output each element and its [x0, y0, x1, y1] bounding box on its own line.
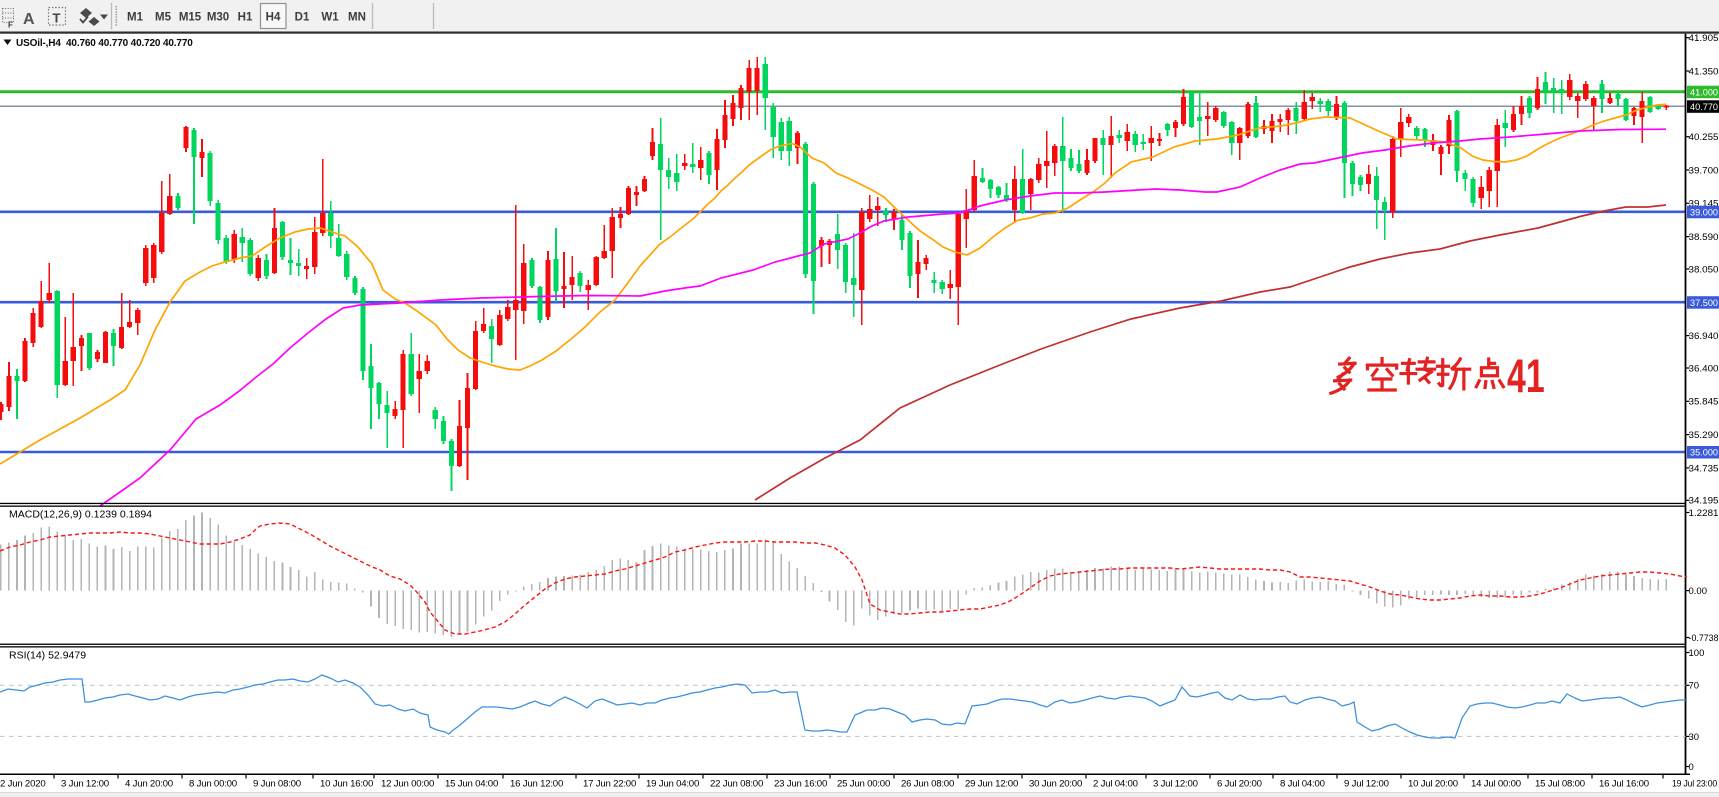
svg-text:M5: M5	[155, 12, 172, 24]
svg-text:41.350: 41.350	[1689, 66, 1719, 77]
svg-text:40.255: 40.255	[1689, 132, 1719, 143]
svg-text:26 Jun 08:00: 26 Jun 08:00	[901, 779, 954, 790]
svg-text:39.145: 39.145	[1689, 199, 1719, 210]
svg-text:9 Jun 08:00: 9 Jun 08:00	[253, 779, 301, 790]
svg-text:1.2281: 1.2281	[1689, 508, 1719, 519]
svg-text:10 Jun 16:00: 10 Jun 16:00	[320, 779, 373, 790]
svg-text:15 Jun 04:00: 15 Jun 04:00	[445, 779, 498, 790]
svg-text:39.700: 39.700	[1689, 165, 1719, 176]
svg-text:37.500: 37.500	[1690, 298, 1718, 309]
svg-text:RSI(14) 52.9479: RSI(14) 52.9479	[9, 650, 86, 662]
svg-text:17 Jun 22:00: 17 Jun 22:00	[583, 779, 636, 790]
svg-text:15 Jul 08:00: 15 Jul 08:00	[1535, 779, 1585, 790]
svg-text:10 Jul 20:00: 10 Jul 20:00	[1408, 779, 1458, 790]
svg-text:34.195: 34.195	[1689, 496, 1719, 507]
svg-text:M1: M1	[127, 12, 144, 24]
svg-text:T: T	[53, 11, 61, 26]
svg-text:36.940: 36.940	[1689, 331, 1719, 342]
svg-text:H1: H1	[238, 12, 253, 24]
svg-text:9 Jul 12:00: 9 Jul 12:00	[1344, 779, 1389, 790]
svg-text:14 Jul 00:00: 14 Jul 00:00	[1471, 779, 1521, 790]
svg-text:16 Jun 12:00: 16 Jun 12:00	[510, 779, 563, 790]
svg-text:35.290: 35.290	[1689, 430, 1719, 441]
svg-text:41.000: 41.000	[1690, 87, 1718, 98]
svg-text:34.735: 34.735	[1689, 463, 1719, 474]
svg-text:M30: M30	[207, 12, 229, 24]
svg-text:3 Jul 12:00: 3 Jul 12:00	[1153, 779, 1198, 790]
svg-text:-0.7738: -0.7738	[1689, 633, 1719, 644]
svg-text:8 Jul 04:00: 8 Jul 04:00	[1280, 779, 1325, 790]
svg-text:25 Jun 00:00: 25 Jun 00:00	[837, 779, 890, 790]
svg-text:0: 0	[1689, 762, 1694, 773]
svg-text:38.050: 38.050	[1689, 264, 1719, 275]
svg-text:6 Jul 20:00: 6 Jul 20:00	[1217, 779, 1262, 790]
svg-text:41.905: 41.905	[1689, 33, 1719, 44]
svg-text:30: 30	[1689, 732, 1700, 743]
svg-text:M15: M15	[179, 12, 202, 24]
svg-text:39.000: 39.000	[1690, 207, 1718, 218]
svg-text:22 Jun 08:00: 22 Jun 08:00	[710, 779, 763, 790]
svg-text:8 Jun 00:00: 8 Jun 00:00	[189, 779, 237, 790]
svg-text:19 Jul 23:00: 19 Jul 23:00	[1672, 779, 1717, 790]
svg-text:70: 70	[1689, 681, 1700, 692]
svg-text:36.400: 36.400	[1689, 363, 1719, 374]
svg-text:29 Jun 12:00: 29 Jun 12:00	[965, 779, 1018, 790]
svg-text:40.770: 40.770	[1690, 102, 1718, 113]
svg-text:A: A	[23, 11, 35, 28]
svg-text:38.590: 38.590	[1689, 232, 1719, 243]
svg-text:41: 41	[1507, 350, 1545, 403]
svg-text:12 Jun 00:00: 12 Jun 00:00	[381, 779, 434, 790]
svg-text:USOil-,H4 40.760 40.770 40.72: USOil-,H4 40.760 40.770 40.720 40.770	[16, 38, 193, 49]
svg-text:4 Jun 20:00: 4 Jun 20:00	[125, 779, 173, 790]
svg-text:F: F	[8, 21, 13, 30]
svg-text:2 Jun 2020: 2 Jun 2020	[0, 779, 45, 790]
svg-text:16 Jul 16:00: 16 Jul 16:00	[1599, 779, 1649, 790]
svg-text:19 Jun 04:00: 19 Jun 04:00	[646, 779, 699, 790]
svg-text:D1: D1	[295, 12, 310, 24]
svg-text:0.00: 0.00	[1689, 586, 1708, 597]
svg-text:30 Jun 20:00: 30 Jun 20:00	[1029, 779, 1082, 790]
svg-text:23 Jun 16:00: 23 Jun 16:00	[774, 779, 827, 790]
svg-text:100: 100	[1689, 648, 1705, 659]
svg-text:35.000: 35.000	[1690, 448, 1718, 459]
svg-text:2 Jul 04:00: 2 Jul 04:00	[1093, 779, 1138, 790]
svg-text:3 Jun 12:00: 3 Jun 12:00	[61, 779, 109, 790]
svg-text:MN: MN	[348, 12, 366, 24]
svg-text:35.845: 35.845	[1689, 397, 1719, 408]
svg-text:W1: W1	[321, 12, 339, 24]
svg-text:MACD(12,26,9) 0.1239 0.1894: MACD(12,26,9) 0.1239 0.1894	[9, 509, 152, 521]
svg-text:H4: H4	[266, 12, 281, 24]
